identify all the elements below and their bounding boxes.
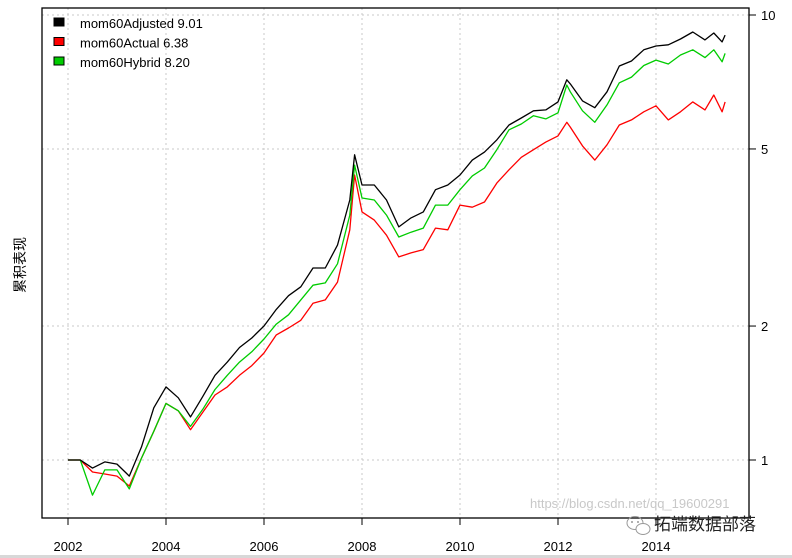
- watermark-text: 拓端数据部落: [654, 515, 756, 535]
- y-tick-label: 2: [761, 319, 768, 334]
- legend-swatch: [53, 37, 65, 46]
- y-tick-label: 5: [761, 142, 768, 157]
- y-axis-label: 累积表现: [13, 237, 29, 293]
- x-tick-label: 2014: [642, 539, 671, 554]
- legend-label: mom60Hybrid 8.20: [80, 55, 190, 70]
- y-tick-label: 1: [761, 453, 768, 468]
- x-axis: 2002 2004 2006 2008 2010 2012 2014: [54, 518, 671, 554]
- x-tick-label: 2008: [348, 539, 377, 554]
- series-line-mom60Hybrid: [68, 49, 726, 496]
- legend-swatch: [53, 56, 65, 66]
- x-tick-label: 2004: [152, 539, 181, 554]
- wechat-icon: [626, 516, 651, 535]
- watermark: 拓端数据部落 https://blog.csdn.net/qq_19600291: [530, 496, 756, 535]
- x-tick-label: 2002: [54, 539, 83, 554]
- y-tick-label: 10: [761, 8, 775, 23]
- series-lines: [68, 31, 726, 496]
- plot-frame: [41, 7, 750, 519]
- x-tick-label: 2006: [250, 539, 279, 554]
- grid: [42, 8, 749, 518]
- series-line-mom60Adjusted: [68, 31, 726, 477]
- bottom-border: [0, 555, 792, 558]
- legend-label: mom60Adjusted 9.01: [80, 16, 203, 31]
- series-line-mom60Actual: [68, 94, 726, 487]
- legend: mom60Adjusted 9.01 mom60Actual 6.38 mom60H…: [53, 16, 203, 70]
- y-axis: 1 2 5 10: [749, 8, 775, 468]
- x-tick-label: 2012: [544, 539, 573, 554]
- x-tick-label: 2010: [446, 539, 475, 554]
- watermark-url: https://blog.csdn.net/qq_19600291: [530, 496, 730, 511]
- legend-swatch: [53, 17, 65, 27]
- legend-label: mom60Actual 6.38: [80, 36, 188, 51]
